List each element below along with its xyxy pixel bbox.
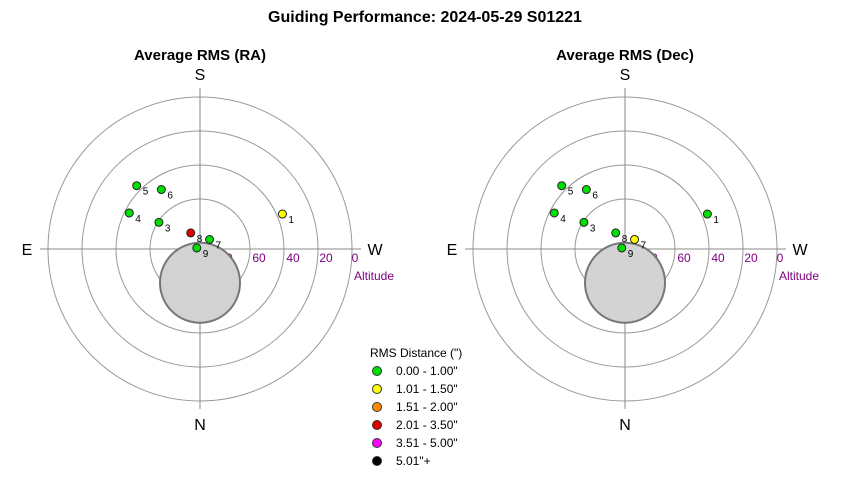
altitude-tick-label: 40 (711, 251, 725, 265)
point-label: 9 (203, 249, 209, 260)
legend-label: 0.00 - 1.00" (396, 364, 458, 378)
point-label: 7 (641, 240, 647, 251)
altitude-tick-label: 20 (744, 251, 758, 265)
legend-marker (372, 438, 382, 448)
altitude-tick-label: 60 (677, 251, 691, 265)
legend-marker (372, 420, 382, 430)
altitude-axis-label: Altitude (354, 269, 394, 283)
data-point (617, 243, 627, 253)
point-label: 3 (165, 223, 171, 234)
data-point (611, 228, 621, 238)
direction-north: N (194, 417, 206, 434)
direction-west: W (367, 242, 383, 259)
point-label: 1 (288, 215, 294, 226)
point-label: 9 (628, 249, 634, 260)
altitude-tick-label: 40 (286, 251, 300, 265)
legend-label: 1.51 - 2.00" (396, 400, 458, 414)
altitude-tick-label: 0 (352, 251, 359, 265)
point-label: 6 (167, 191, 173, 202)
data-point (702, 209, 712, 219)
point-label: 1 (713, 215, 719, 226)
direction-south: S (620, 67, 631, 84)
data-point (581, 185, 591, 195)
legend-marker (372, 402, 382, 412)
direction-west: W (792, 242, 808, 259)
data-point (205, 234, 215, 244)
legend-marker (372, 384, 382, 394)
legend-marker (372, 366, 382, 376)
legend-item: 0.00 - 1.00" (370, 362, 462, 380)
point-label: 8 (622, 234, 628, 245)
point-label: 5 (143, 187, 149, 198)
moon-disk (584, 241, 666, 324)
point-label: 5 (568, 187, 574, 198)
data-point (154, 217, 164, 227)
data-point (186, 228, 196, 238)
altitude-axis-label: Altitude (779, 269, 819, 283)
point-label: 4 (560, 214, 566, 225)
polar-plot-dec: Average RMS (Dec)SNEW806040200Altitude13… (447, 47, 820, 434)
legend-item: 1.01 - 1.50" (370, 380, 462, 398)
data-point (124, 208, 134, 218)
data-point (132, 181, 142, 191)
panel-title: Average RMS (RA) (134, 47, 266, 64)
altitude-tick-label: 60 (252, 251, 266, 265)
data-point (156, 185, 166, 195)
legend-marker (372, 456, 382, 466)
point-label: 6 (592, 191, 598, 202)
point-label: 3 (590, 223, 596, 234)
point-label: 7 (216, 240, 222, 251)
moon-disk (159, 241, 241, 324)
data-point (557, 181, 567, 191)
data-point (277, 209, 287, 219)
altitude-tick-label: 0 (777, 251, 784, 265)
panel-title: Average RMS (Dec) (556, 47, 694, 64)
direction-north: N (619, 417, 631, 434)
legend-label: 3.51 - 5.00" (396, 436, 458, 450)
point-label: 8 (197, 234, 203, 245)
legend: RMS Distance (") 0.00 - 1.00" 1.01 - 1.50… (370, 346, 462, 470)
legend-item: 5.01"+ (370, 452, 462, 470)
direction-east: E (447, 242, 458, 259)
legend-item: 3.51 - 5.00" (370, 434, 462, 452)
legend-item: 2.01 - 3.50" (370, 416, 462, 434)
altitude-tick-label: 20 (319, 251, 333, 265)
data-point (192, 243, 202, 253)
legend-title: RMS Distance (") (370, 346, 463, 360)
legend-label: 2.01 - 3.50" (396, 418, 458, 432)
polar-plot-ra: Average RMS (RA)SNEW806040200Altitude134… (22, 47, 395, 434)
data-point (630, 234, 640, 244)
data-point (579, 217, 589, 227)
legend-item: 1.51 - 2.00" (370, 398, 462, 416)
point-label: 4 (135, 214, 141, 225)
chart-title: Guiding Performance: 2024-05-29 S01221 (268, 9, 582, 26)
direction-east: E (22, 242, 33, 259)
data-point (549, 208, 559, 218)
legend-label: 5.01"+ (396, 454, 431, 468)
legend-label: 1.01 - 1.50" (396, 382, 458, 396)
direction-south: S (195, 67, 206, 84)
